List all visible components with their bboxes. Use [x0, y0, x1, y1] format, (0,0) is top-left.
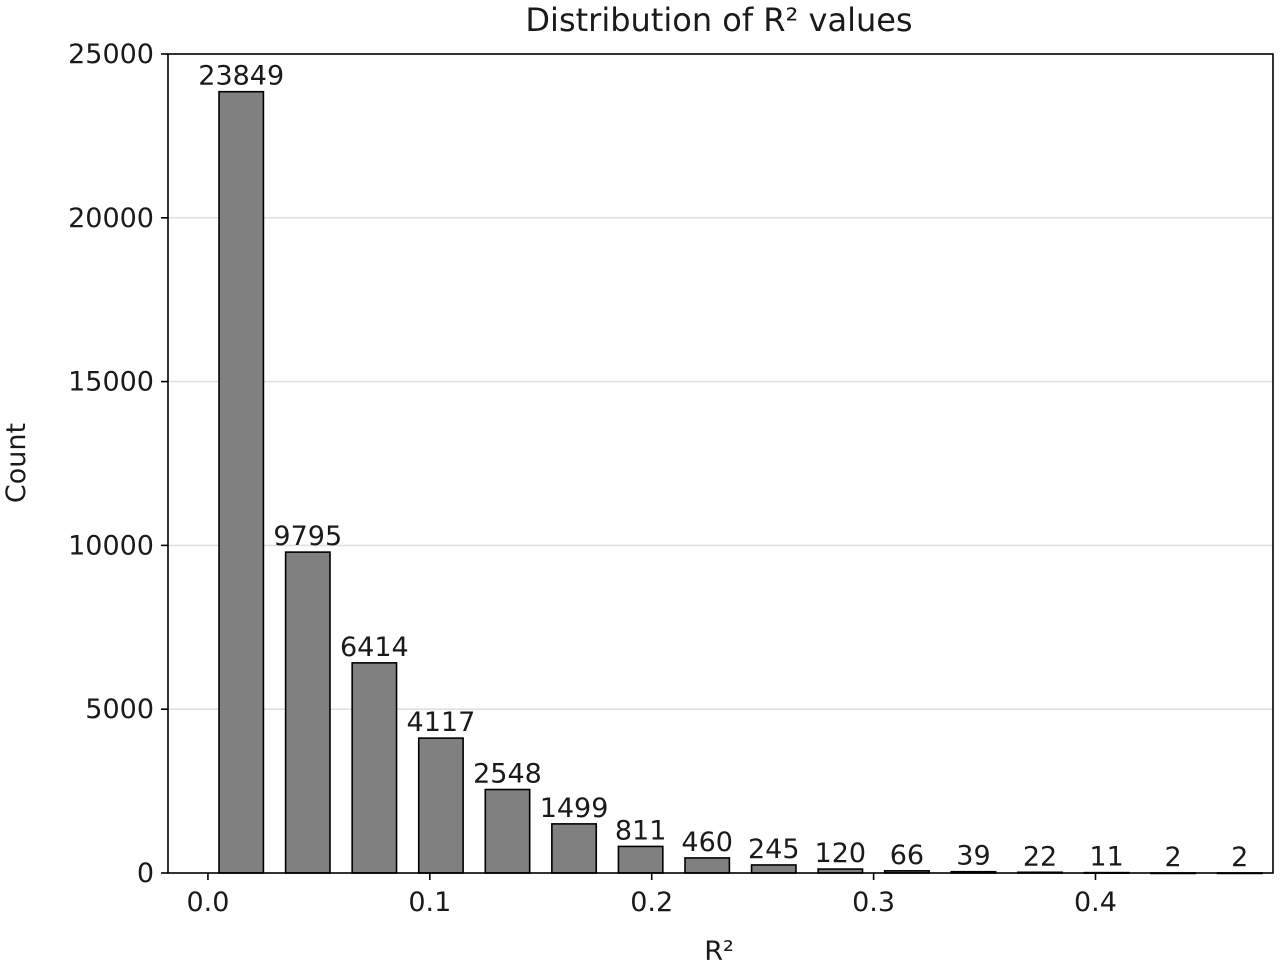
bar — [284, 551, 331, 874]
bar-value-label: 11 — [1089, 842, 1123, 873]
bar-value-label: 1499 — [540, 793, 609, 824]
y-tick-label: 10000 — [68, 530, 154, 561]
bar — [484, 788, 531, 874]
chart-title: Distribution of R² values — [525, 1, 912, 39]
bar-value-label: 22 — [1023, 841, 1057, 872]
bar-value-label: 4117 — [407, 707, 476, 738]
bar — [551, 823, 598, 874]
bar-value-label: 120 — [815, 838, 867, 869]
bar-value-label: 23849 — [198, 61, 284, 92]
bar-value-label: 9795 — [273, 521, 342, 552]
x-tick-label: 0.0 — [186, 887, 229, 918]
bar-value-label: 2548 — [473, 759, 542, 790]
bar-value-label: 2 — [1165, 842, 1182, 873]
bar-value-label: 39 — [956, 841, 990, 872]
y-axis-label: Count — [1, 423, 32, 503]
bar-value-label: 245 — [748, 834, 800, 865]
x-tick-label: 0.1 — [408, 887, 451, 918]
y-tick-label: 25000 — [68, 39, 154, 70]
y-tick-label: 0 — [137, 858, 154, 889]
x-axis: 0.0 0.1 0.2 0.3 0.4 — [186, 873, 1117, 918]
x-tick-label: 0.3 — [852, 887, 895, 918]
bar — [684, 857, 731, 874]
bar-value-label: 6414 — [340, 632, 409, 663]
bar — [351, 662, 398, 874]
y-tick-label: 5000 — [85, 694, 154, 725]
bar-value-label: 460 — [681, 827, 733, 858]
y-tick-label: 20000 — [68, 203, 154, 234]
x-axis-label: R² — [704, 936, 734, 966]
bar-value-label: 66 — [890, 840, 924, 871]
y-tick-label: 15000 — [68, 367, 154, 398]
bar-value-label: 2 — [1231, 842, 1248, 873]
bar — [750, 864, 797, 874]
bar-value-label: 811 — [615, 815, 667, 846]
bar — [617, 845, 664, 874]
gridlines — [168, 217, 1273, 711]
plot-frame — [167, 53, 1274, 874]
bar — [218, 90, 265, 874]
y-axis: 0 5000 10000 15000 20000 25000 — [68, 39, 168, 889]
bars — [218, 90, 1263, 875]
x-tick-label: 0.2 — [630, 887, 673, 918]
bar — [417, 737, 464, 874]
x-tick-label: 0.4 — [1074, 887, 1117, 918]
